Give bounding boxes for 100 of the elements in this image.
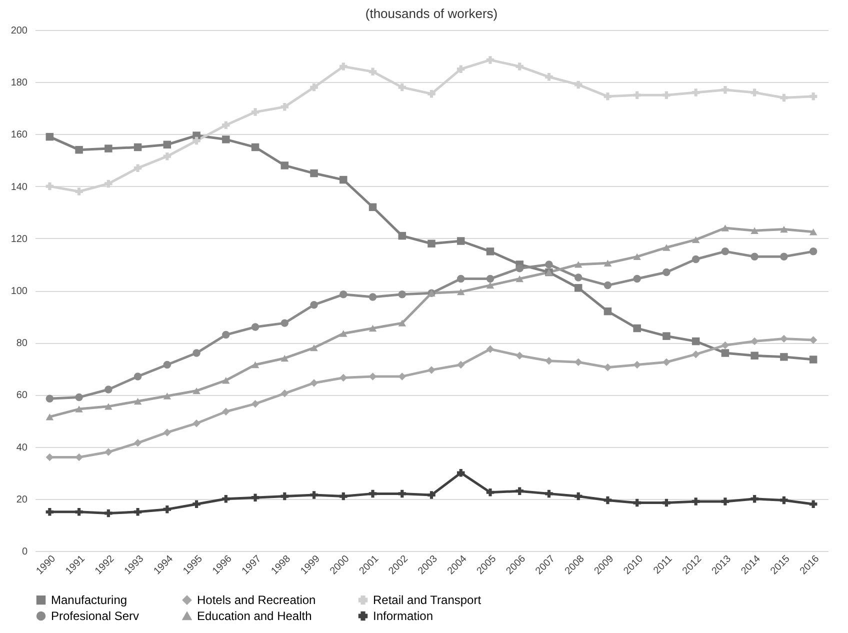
- point: [280, 162, 289, 170]
- point: [574, 274, 582, 282]
- point: [46, 132, 54, 141]
- point: [75, 508, 83, 516]
- point: [280, 354, 289, 362]
- point: [251, 108, 260, 116]
- point: [104, 144, 112, 152]
- point: [750, 88, 758, 96]
- point: [46, 182, 54, 190]
- point: [368, 293, 377, 301]
- point: [310, 379, 318, 387]
- point: [368, 324, 377, 332]
- point: [780, 496, 788, 504]
- point: [398, 83, 406, 92]
- y-tick-label: 180: [10, 78, 28, 89]
- point: [222, 136, 230, 144]
- point: [398, 290, 406, 298]
- legend-label: Manufacturing: [51, 593, 128, 608]
- point: [104, 386, 112, 394]
- point: [251, 494, 260, 502]
- y-tick-label: 80: [16, 338, 28, 350]
- y-tick-label: 20: [16, 494, 28, 506]
- point: [222, 330, 230, 339]
- point: [780, 252, 788, 260]
- point: [662, 91, 670, 99]
- point: [486, 56, 494, 64]
- point: [486, 345, 494, 353]
- point: [104, 180, 112, 188]
- point: [134, 439, 142, 447]
- point: [692, 337, 700, 346]
- point: [428, 240, 436, 248]
- point: [721, 341, 730, 350]
- point: [692, 255, 700, 264]
- point: [398, 490, 406, 498]
- point: [368, 68, 377, 76]
- point: [310, 491, 318, 499]
- point: [222, 408, 230, 416]
- point: [340, 176, 348, 184]
- point: [222, 121, 230, 129]
- point: [633, 360, 641, 369]
- point: [163, 505, 172, 514]
- point: [192, 136, 200, 145]
- point: [251, 361, 260, 368]
- point: [456, 237, 465, 245]
- point: [633, 324, 641, 332]
- point: [368, 203, 377, 212]
- point: [310, 300, 318, 309]
- point: [75, 188, 83, 196]
- point: [604, 307, 612, 316]
- point: [486, 274, 494, 283]
- point: [280, 319, 289, 327]
- point: [163, 428, 172, 436]
- point: [809, 92, 818, 100]
- point: [633, 253, 641, 260]
- point: [721, 224, 730, 232]
- point: [104, 448, 112, 456]
- point: [545, 260, 553, 268]
- point: [163, 360, 172, 369]
- point: [192, 387, 200, 394]
- point: [750, 495, 758, 503]
- point: [721, 248, 730, 256]
- point: [134, 398, 142, 405]
- point: [809, 356, 818, 364]
- legend-label: Retail and Transport: [373, 593, 482, 608]
- point: [75, 406, 83, 412]
- point: [134, 164, 142, 172]
- point: [222, 377, 230, 384]
- point: [280, 390, 289, 398]
- point: [163, 152, 172, 160]
- point: [750, 252, 758, 260]
- legend-label: Hotels and Recreation: [197, 593, 316, 608]
- point: [516, 275, 524, 282]
- point: [310, 83, 318, 92]
- point: [662, 268, 670, 276]
- point: [134, 143, 142, 152]
- point: [633, 274, 641, 283]
- point: [192, 419, 200, 428]
- legend-label: Education and Health: [197, 609, 312, 623]
- point: [574, 80, 582, 89]
- point: [809, 248, 818, 256]
- point: [692, 88, 700, 96]
- point: [692, 498, 700, 506]
- point: [340, 374, 348, 382]
- point: [340, 62, 348, 70]
- point: [633, 498, 641, 507]
- point: [662, 244, 670, 251]
- point: [486, 488, 494, 496]
- point: [456, 288, 465, 296]
- point: [780, 94, 788, 102]
- point: [428, 491, 436, 499]
- point: [574, 261, 582, 268]
- point: [516, 487, 524, 495]
- point: [46, 394, 54, 402]
- point: [721, 86, 730, 94]
- point: [46, 508, 54, 516]
- legend-label: Profesional Serv: [51, 609, 140, 623]
- y-tick-label: 40: [16, 442, 28, 454]
- point: [574, 284, 582, 292]
- y-tick-label: 140: [10, 182, 28, 193]
- point: [456, 274, 465, 283]
